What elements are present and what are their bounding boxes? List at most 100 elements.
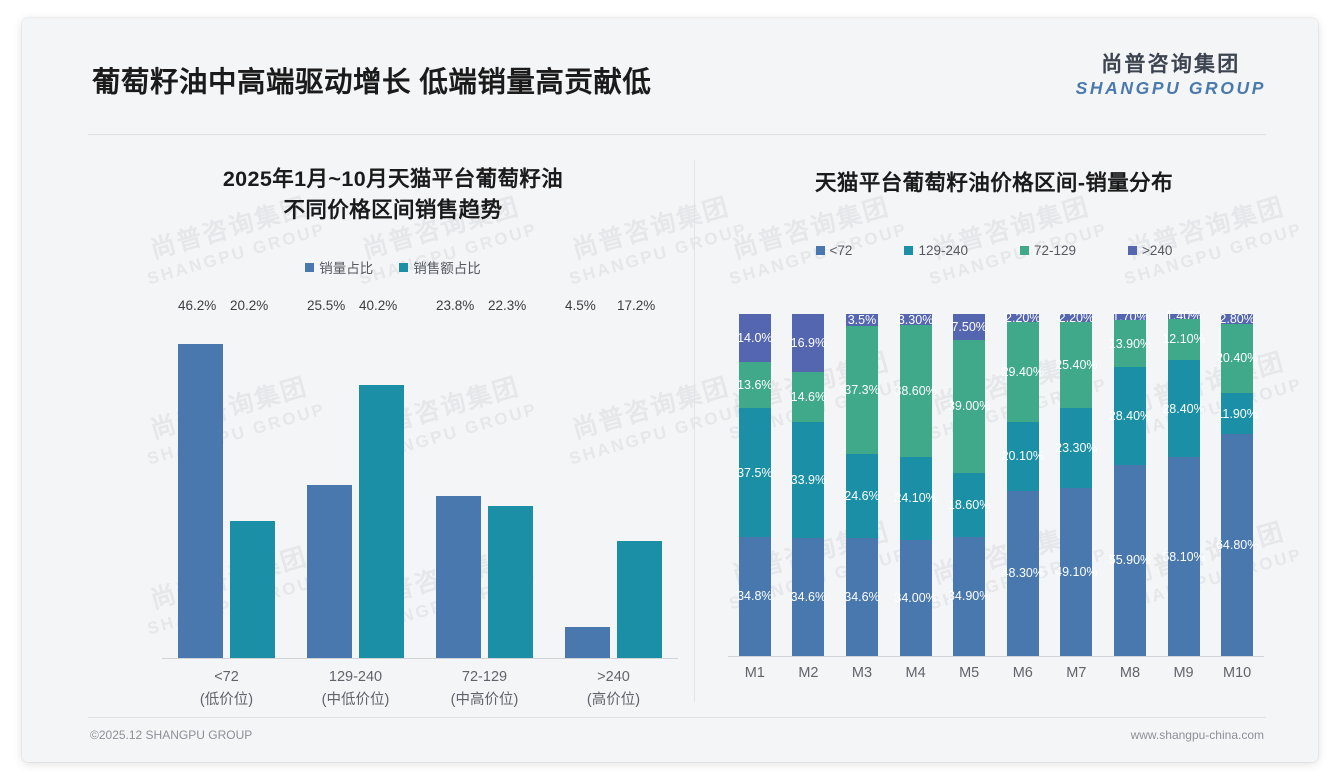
bar-column[interactable]: 22.3% bbox=[488, 298, 533, 658]
stacked-bar-segment[interactable]: 33.9% bbox=[791, 421, 826, 538]
stacked-bar-column[interactable]: 16.9% 14.6% 33.9% 34.6% bbox=[782, 314, 836, 656]
segment-value-label: 28.40% bbox=[1108, 409, 1152, 423]
right-chart-x-axis-line bbox=[728, 656, 1264, 657]
stacked-bar-segment[interactable]: 24.10% bbox=[894, 457, 937, 540]
stacked-bar-segment[interactable]: 13.6% bbox=[737, 361, 773, 409]
bar-column[interactable]: 46.2% bbox=[178, 298, 223, 658]
stacked-bar-segment[interactable]: 16.9% bbox=[791, 314, 826, 372]
bar-column[interactable]: 20.2% bbox=[230, 298, 275, 658]
stacked-bar-segment[interactable]: 64.80% bbox=[1216, 434, 1258, 656]
x-axis-tick-label: M10 bbox=[1223, 665, 1252, 681]
stacked-bar-segment[interactable]: 13.90% bbox=[1109, 319, 1151, 368]
stacked-bar-column[interactable]: 14.0% 13.6% 37.5% 34.8% bbox=[728, 314, 782, 656]
legend-swatch-icon bbox=[815, 245, 825, 255]
stacked-bar[interactable]: 3.30% 38.60% 24.10% 34.00% bbox=[894, 313, 937, 656]
stacked-bar-segment[interactable]: 58.10% bbox=[1162, 457, 1205, 656]
segment-value-label: 49.10% bbox=[1055, 565, 1098, 579]
stacked-bar-column[interactable]: 1.70% 13.90% 28.40% 55.90% bbox=[1103, 310, 1157, 656]
bar-column[interactable]: 25.5% bbox=[307, 298, 352, 658]
stacked-bar-segment[interactable]: 34.90% bbox=[948, 536, 990, 656]
stacked-bar[interactable]: 2.20% 29.40% 20.10% 48.30% bbox=[1002, 311, 1044, 656]
bar-rect[interactable]: 23.8% bbox=[436, 298, 481, 658]
stacked-bar-segment[interactable]: 39.00% bbox=[948, 339, 990, 474]
stacked-bar-segment[interactable]: 34.00% bbox=[894, 539, 937, 656]
stacked-bar-segment[interactable]: 23.30% bbox=[1055, 408, 1098, 489]
stacked-bar-segment[interactable]: 25.40% bbox=[1055, 321, 1098, 409]
left-chart-legend-label: 销售额占比 bbox=[413, 261, 481, 277]
right-chart-title: 天猫平台葡萄籽油价格区间-销量分布 bbox=[708, 168, 1280, 199]
x-axis-tick-label: M7 bbox=[1066, 665, 1087, 681]
bar-column[interactable]: 17.2% bbox=[617, 298, 662, 658]
bar-value-label: 40.2% bbox=[359, 298, 398, 313]
stacked-bar-segment[interactable]: 14.6% bbox=[791, 371, 826, 422]
stacked-bar-segment[interactable]: 37.5% bbox=[737, 408, 773, 537]
right-chart-legend-item[interactable]: 72-129 bbox=[1019, 243, 1076, 258]
stacked-bar[interactable]: 2.20% 25.40% 23.30% 49.10% bbox=[1055, 311, 1098, 656]
segment-value-label: 34.8% bbox=[737, 589, 773, 604]
stacked-bar-segment[interactable]: 29.40% bbox=[1002, 321, 1044, 423]
bar-rect[interactable]: 4.5% bbox=[565, 298, 610, 658]
stacked-bar-segment[interactable]: 34.6% bbox=[844, 537, 880, 656]
stacked-bar-column[interactable]: 2.20% 29.40% 20.10% 48.30% bbox=[996, 311, 1050, 656]
stacked-bar-segment[interactable]: 20.40% bbox=[1216, 323, 1258, 394]
bar-value-label: 22.3% bbox=[488, 298, 527, 313]
stacked-bar-segment[interactable]: 14.0% bbox=[737, 314, 773, 362]
stacked-bar-segment[interactable]: 18.60% bbox=[948, 473, 990, 537]
stacked-bar-segment[interactable]: 3.5% bbox=[845, 313, 878, 327]
right-chart-legend-item[interactable]: <72 bbox=[815, 243, 852, 258]
stacked-bar[interactable]: 16.9% 14.6% 33.9% 34.6% bbox=[791, 314, 826, 656]
stacked-bar-segment[interactable]: 20.10% bbox=[1002, 422, 1044, 491]
x-axis-tick-label: M4 bbox=[905, 665, 926, 681]
stacked-bar-segment[interactable]: 2.20% bbox=[1059, 311, 1094, 325]
bar-column[interactable]: 40.2% bbox=[359, 298, 404, 658]
stacked-bar-segment[interactable]: 55.90% bbox=[1109, 464, 1151, 656]
bar-rect[interactable]: 25.5% bbox=[307, 298, 352, 658]
footer-divider bbox=[88, 717, 1266, 718]
stacked-bar-column[interactable]: 3.30% 38.60% 24.10% 34.00% bbox=[889, 313, 943, 656]
stacked-bar[interactable]: 2.80% 20.40% 11.90% 64.80% bbox=[1216, 312, 1258, 656]
stacked-bar[interactable]: 3.5% 37.3% 24.6% 34.6% bbox=[844, 313, 880, 656]
stacked-bar-column[interactable]: 7.50% 39.00% 18.60% 34.90% bbox=[942, 314, 996, 656]
bar-column[interactable]: 4.5% bbox=[565, 298, 610, 658]
stacked-bar-segment[interactable]: 11.90% bbox=[1216, 393, 1258, 435]
x-tick-secondary: (中高价位) bbox=[450, 691, 519, 708]
stacked-bar[interactable]: 1.70% 13.90% 28.40% 55.90% bbox=[1109, 310, 1151, 656]
bar-column[interactable]: 23.8% bbox=[436, 298, 481, 658]
segment-value-label: 14.0% bbox=[737, 330, 773, 345]
stacked-bar-segment[interactable]: 37.3% bbox=[844, 325, 880, 454]
stacked-bar[interactable]: 14.0% 13.6% 37.5% 34.8% bbox=[737, 314, 773, 656]
stacked-bar[interactable]: 1.40% 12.10% 28.40% 58.10% bbox=[1162, 309, 1205, 656]
bar-rect[interactable]: 40.2% bbox=[359, 298, 404, 658]
stacked-bar-segment[interactable]: 49.10% bbox=[1055, 488, 1098, 656]
right-chart-legend-item[interactable]: >240 bbox=[1128, 243, 1172, 258]
x-axis-tick-label: M8 bbox=[1119, 665, 1141, 681]
stacked-bar-column[interactable]: 3.5% 37.3% 24.6% 34.6% bbox=[835, 313, 889, 656]
stacked-bar-segment[interactable]: 3.30% bbox=[898, 313, 933, 327]
legend-swatch-icon bbox=[399, 262, 409, 272]
stacked-bar-segment[interactable]: 28.40% bbox=[1109, 367, 1151, 465]
x-tick-primary: >240 bbox=[597, 669, 630, 685]
bar-rect[interactable]: 46.2% bbox=[178, 298, 223, 658]
stacked-bar-column[interactable]: 2.20% 25.40% 23.30% 49.10% bbox=[1050, 311, 1104, 656]
stacked-bar-segment[interactable]: 24.6% bbox=[844, 453, 880, 538]
stacked-bar-segment[interactable]: 34.6% bbox=[791, 537, 826, 656]
stacked-bar-column[interactable]: 2.80% 20.40% 11.90% 64.80% bbox=[1210, 312, 1264, 656]
left-chart-legend-label: 销量占比 bbox=[319, 261, 374, 277]
bar-rect[interactable]: 17.2% bbox=[617, 298, 662, 658]
stacked-bar-segment[interactable]: 28.40% bbox=[1162, 360, 1205, 458]
stacked-bar-segment[interactable]: 7.50% bbox=[951, 314, 987, 340]
stacked-bar-segment[interactable]: 2.20% bbox=[1005, 311, 1040, 325]
left-chart-legend-item[interactable]: 销量占比 bbox=[305, 257, 373, 277]
right-chart-legend-item[interactable]: 129-240 bbox=[904, 243, 968, 258]
stacked-bar-segment[interactable]: 48.30% bbox=[1002, 490, 1044, 656]
left-chart-legend-item[interactable]: 销售额占比 bbox=[399, 257, 481, 277]
stacked-bar-segment[interactable]: 2.80% bbox=[1219, 312, 1254, 326]
stacked-bar-column[interactable]: 1.40% 12.10% 28.40% 58.10% bbox=[1157, 309, 1211, 656]
stacked-bar-segment[interactable]: 38.60% bbox=[894, 325, 937, 458]
stacked-bar-segment[interactable]: 12.10% bbox=[1162, 318, 1205, 361]
stacked-bar[interactable]: 7.50% 39.00% 18.60% 34.90% bbox=[948, 314, 990, 656]
segment-value-label: 25.40% bbox=[1055, 357, 1098, 372]
bar-rect[interactable]: 22.3% bbox=[488, 298, 533, 658]
stacked-bar-segment[interactable]: 34.8% bbox=[737, 536, 773, 656]
bar-rect[interactable]: 20.2% bbox=[230, 298, 275, 658]
